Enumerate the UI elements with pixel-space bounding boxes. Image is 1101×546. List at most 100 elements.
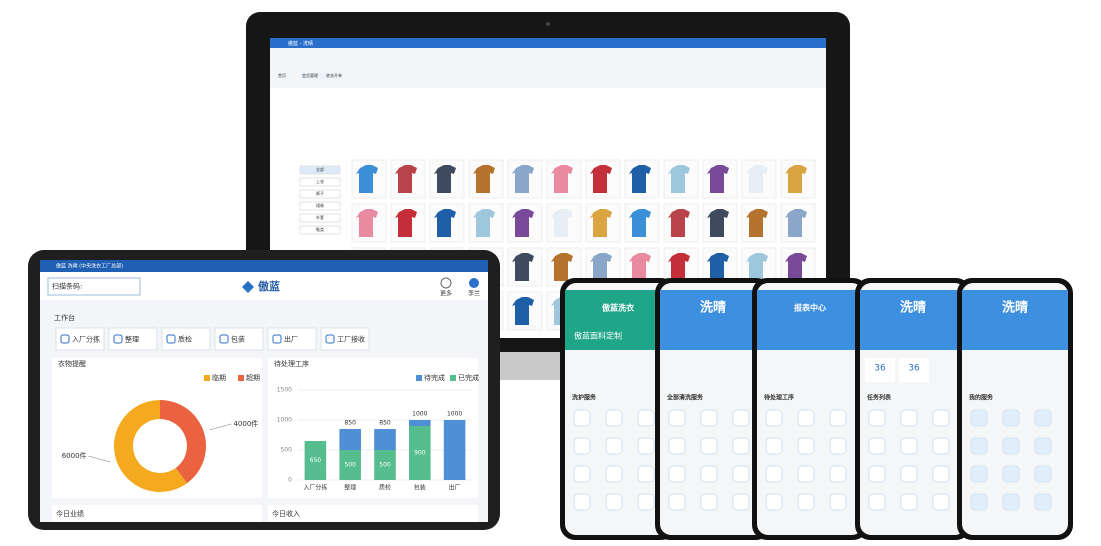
phone-icon[interactable]: [573, 493, 591, 511]
action-button[interactable]: [320, 327, 370, 351]
stat-card: [899, 358, 929, 382]
more[interactable]: 更多: [440, 290, 452, 298]
phone-icon[interactable]: [765, 409, 783, 427]
phone-icon[interactable]: [868, 493, 886, 511]
category-item[interactable]: [299, 189, 341, 199]
phone-icon[interactable]: [1034, 465, 1052, 483]
phone-icon[interactable]: [765, 437, 783, 455]
bar-segment: [374, 450, 396, 480]
phone-icon[interactable]: [573, 465, 591, 483]
phone-icon[interactable]: [637, 409, 655, 427]
phone-icon[interactable]: [605, 493, 623, 511]
user: 李兰: [468, 290, 480, 298]
x-tick-label: 出厂: [449, 484, 461, 492]
phone-icon[interactable]: [932, 437, 950, 455]
phone-icon[interactable]: [637, 493, 655, 511]
action-icon: [166, 334, 176, 344]
scan-input[interactable]: [47, 277, 141, 296]
window-title: 傲蓝 洗晴 (中央洗衣工厂总部): [56, 263, 123, 270]
category-item[interactable]: [299, 165, 341, 175]
phone-icon[interactable]: [900, 409, 918, 427]
tab: [300, 73, 330, 79]
phone-icon[interactable]: [900, 437, 918, 455]
action-button[interactable]: [214, 327, 264, 351]
phone-icon[interactable]: [970, 437, 988, 455]
phone-icon[interactable]: [637, 465, 655, 483]
phone-icon[interactable]: [829, 465, 847, 483]
action-button[interactable]: [267, 327, 317, 351]
phone-icon[interactable]: [797, 465, 815, 483]
category-item[interactable]: [299, 201, 341, 211]
phone-icon[interactable]: [1034, 409, 1052, 427]
phone-icon[interactable]: [700, 437, 718, 455]
phone-icon[interactable]: [605, 437, 623, 455]
action-button[interactable]: [55, 327, 105, 351]
phone-icon[interactable]: [1002, 437, 1020, 455]
legend-swatch: [416, 375, 422, 381]
phone-icon[interactable]: [1034, 437, 1052, 455]
action-icon: [219, 334, 229, 344]
phone-icon[interactable]: [970, 465, 988, 483]
action-button[interactable]: [108, 327, 158, 351]
phone-banner: 傲蓝面料定制: [574, 331, 622, 341]
data-label: 900: [414, 450, 426, 457]
phone-icon[interactable]: [605, 409, 623, 427]
phone-icon[interactable]: [637, 437, 655, 455]
category-item[interactable]: [299, 177, 341, 187]
phone-icon[interactable]: [700, 409, 718, 427]
phone-icon[interactable]: [668, 409, 686, 427]
phone-icon[interactable]: [900, 493, 918, 511]
phone-icon[interactable]: [1002, 493, 1020, 511]
phone-icon[interactable]: [932, 493, 950, 511]
more-icon[interactable]: [440, 277, 452, 289]
phone-icon[interactable]: [732, 409, 750, 427]
card: [52, 505, 262, 522]
legend-label: 待完成: [424, 373, 445, 382]
phone-icon[interactable]: [700, 465, 718, 483]
phone-icon[interactable]: [970, 493, 988, 511]
garment-icon: [629, 253, 651, 281]
phone-icon[interactable]: [1002, 409, 1020, 427]
phone-icon[interactable]: [765, 465, 783, 483]
phone-icon[interactable]: [573, 437, 591, 455]
action-label: 整理: [125, 335, 139, 344]
phone-icon[interactable]: [1002, 465, 1020, 483]
phone-icon[interactable]: [605, 465, 623, 483]
garment-icon: [551, 253, 573, 281]
legend-label: 超期: [246, 373, 260, 382]
garment-icon: [668, 209, 690, 237]
phone-icon[interactable]: [732, 493, 750, 511]
phone-icon[interactable]: [1034, 493, 1052, 511]
phone-icon[interactable]: [668, 437, 686, 455]
total-label: 1000: [412, 411, 427, 418]
category-item[interactable]: [299, 225, 341, 235]
phone-icon[interactable]: [932, 409, 950, 427]
garment-icon: [785, 253, 807, 281]
phone-icon[interactable]: [765, 493, 783, 511]
phone-icon[interactable]: [668, 493, 686, 511]
phone-icon[interactable]: [900, 465, 918, 483]
phone-icon[interactable]: [932, 465, 950, 483]
card: [268, 358, 478, 498]
phone-icon[interactable]: [700, 493, 718, 511]
phone-icon[interactable]: [573, 409, 591, 427]
phone-icon[interactable]: [829, 409, 847, 427]
phone-icon[interactable]: [868, 409, 886, 427]
avatar[interactable]: [469, 278, 479, 288]
garment-icon: [746, 165, 768, 193]
phone-icon[interactable]: [797, 493, 815, 511]
phone-icon[interactable]: [797, 409, 815, 427]
action-label: 工厂接收: [337, 335, 365, 344]
phone-icon[interactable]: [668, 465, 686, 483]
action-button[interactable]: [161, 327, 211, 351]
phone-icon[interactable]: [829, 493, 847, 511]
phone-icon[interactable]: [732, 437, 750, 455]
garment-icon: [473, 165, 495, 193]
phone-icon[interactable]: [732, 465, 750, 483]
phone-icon[interactable]: [829, 437, 847, 455]
phone-icon[interactable]: [868, 465, 886, 483]
phone-icon[interactable]: [797, 437, 815, 455]
phone-icon[interactable]: [868, 437, 886, 455]
phone-icon[interactable]: [970, 409, 988, 427]
category-item[interactable]: [299, 213, 341, 223]
